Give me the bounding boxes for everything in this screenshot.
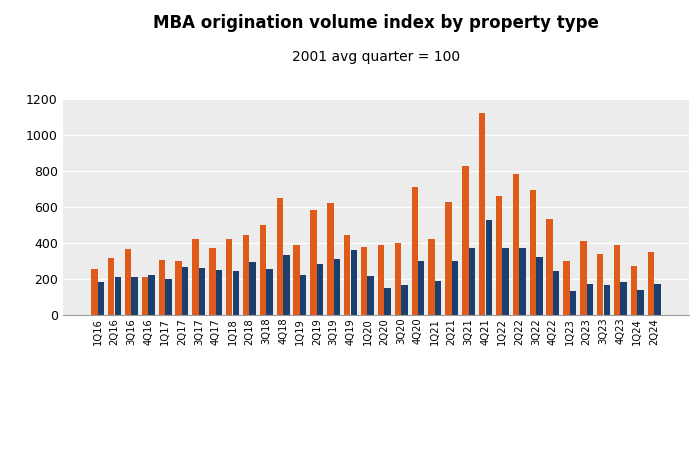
Bar bbox=[294, 245, 300, 315]
Bar bbox=[232, 271, 239, 315]
Bar bbox=[310, 210, 317, 315]
Bar bbox=[536, 257, 542, 315]
Bar bbox=[428, 239, 435, 315]
Bar bbox=[435, 281, 441, 315]
Bar bbox=[546, 219, 553, 315]
Bar bbox=[91, 269, 97, 315]
Bar bbox=[570, 291, 576, 315]
Bar bbox=[125, 249, 132, 315]
Bar bbox=[249, 262, 256, 315]
Bar bbox=[411, 187, 418, 315]
Bar bbox=[631, 266, 637, 315]
Bar bbox=[620, 282, 627, 315]
Bar bbox=[519, 248, 525, 315]
Bar bbox=[243, 235, 249, 315]
Bar bbox=[351, 250, 357, 315]
Bar bbox=[361, 247, 367, 315]
Bar bbox=[395, 243, 401, 315]
Bar bbox=[384, 288, 390, 315]
Bar bbox=[401, 285, 408, 315]
Bar bbox=[260, 225, 266, 315]
Bar bbox=[175, 261, 182, 315]
Bar bbox=[317, 264, 324, 315]
Bar bbox=[344, 235, 351, 315]
Bar bbox=[276, 198, 283, 315]
Bar bbox=[300, 275, 306, 315]
Bar bbox=[647, 252, 654, 315]
Bar bbox=[192, 238, 198, 315]
Bar bbox=[226, 239, 232, 315]
Bar bbox=[479, 113, 485, 315]
Bar bbox=[142, 277, 148, 315]
Bar bbox=[445, 202, 452, 315]
Bar bbox=[97, 282, 104, 315]
Bar bbox=[530, 190, 536, 315]
Bar bbox=[486, 220, 492, 315]
Bar bbox=[334, 259, 340, 315]
Text: MBA origination volume index by property type: MBA origination volume index by property… bbox=[153, 14, 599, 32]
Bar bbox=[115, 277, 121, 315]
Bar bbox=[159, 260, 165, 315]
Bar bbox=[165, 279, 171, 315]
Bar bbox=[209, 248, 216, 315]
Bar bbox=[452, 261, 458, 315]
Bar bbox=[199, 268, 205, 315]
Bar bbox=[132, 277, 138, 315]
Bar bbox=[654, 284, 661, 315]
Bar bbox=[182, 267, 189, 315]
Bar bbox=[378, 245, 384, 315]
Bar bbox=[513, 174, 519, 315]
Bar bbox=[327, 203, 333, 315]
Bar bbox=[283, 255, 290, 315]
Bar bbox=[462, 166, 468, 315]
Bar bbox=[148, 274, 155, 315]
Bar bbox=[418, 261, 425, 315]
Bar bbox=[216, 270, 222, 315]
Bar bbox=[496, 196, 503, 315]
Bar bbox=[267, 269, 273, 315]
Bar bbox=[503, 248, 509, 315]
Bar bbox=[580, 241, 587, 315]
Bar bbox=[638, 290, 644, 315]
Bar bbox=[367, 276, 374, 315]
Bar bbox=[553, 271, 560, 315]
Bar bbox=[587, 284, 593, 315]
Bar bbox=[603, 285, 610, 315]
Bar bbox=[563, 261, 570, 315]
Bar bbox=[468, 248, 475, 315]
Bar bbox=[597, 254, 603, 315]
Text: 2001 avg quarter = 100: 2001 avg quarter = 100 bbox=[292, 50, 460, 63]
Bar bbox=[614, 245, 620, 315]
Bar bbox=[108, 258, 114, 315]
